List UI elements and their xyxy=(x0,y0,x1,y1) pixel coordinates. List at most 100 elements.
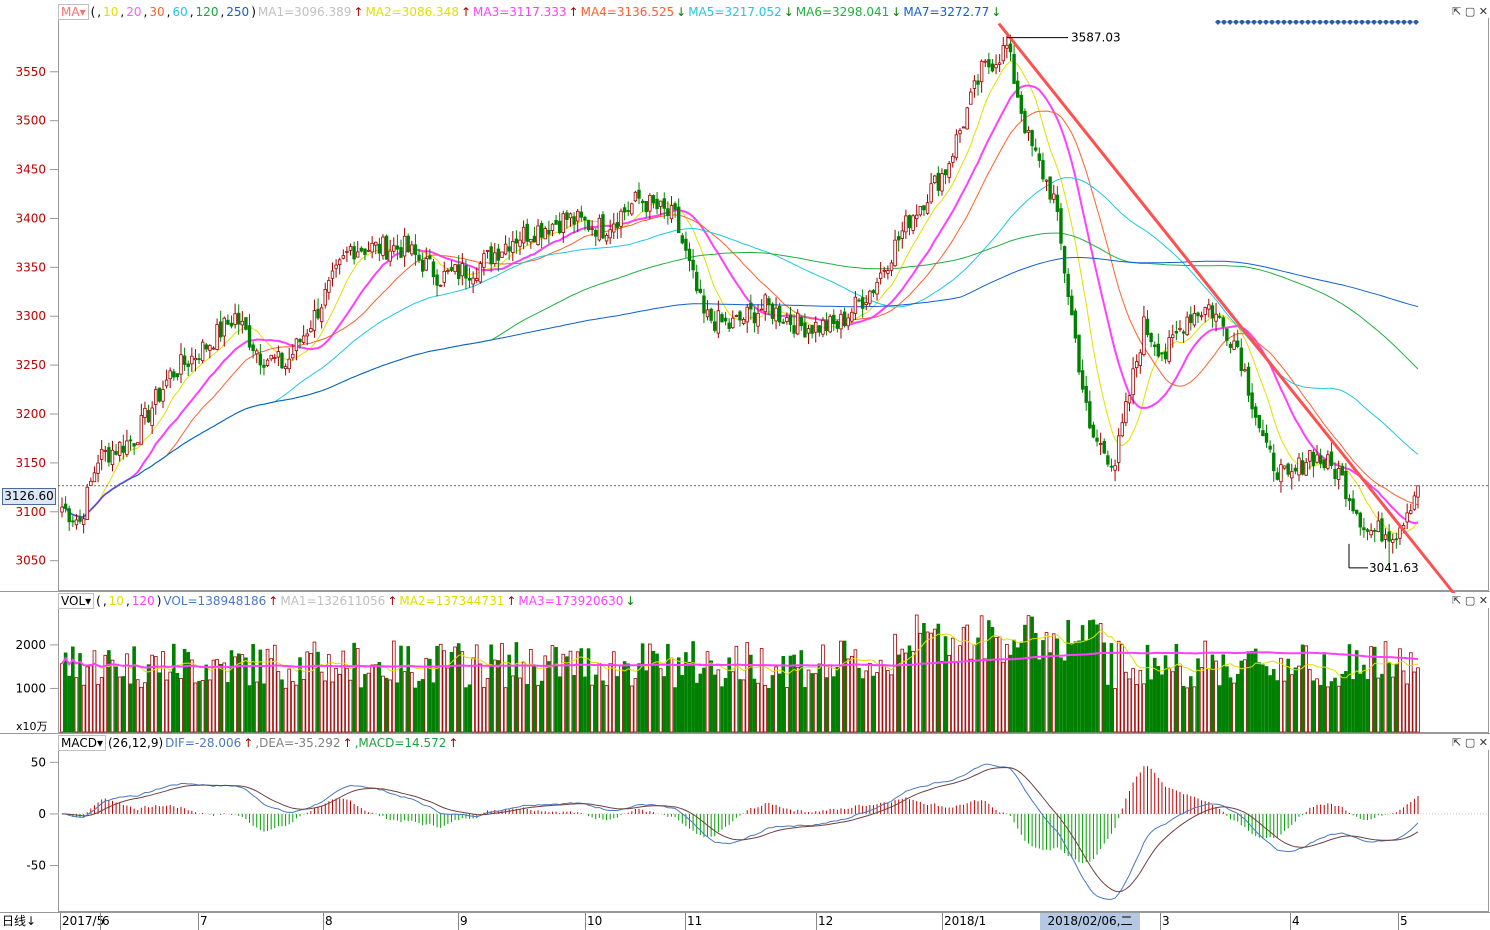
volume-bar xyxy=(233,656,237,733)
volume-bar xyxy=(1048,652,1052,733)
volume-bar xyxy=(500,643,504,733)
volume-ma120-line xyxy=(61,651,1418,669)
volume-bar xyxy=(806,669,811,733)
ma-legend-item: ↓ xyxy=(891,5,902,19)
candle-body xyxy=(258,353,263,366)
candle-body xyxy=(1387,531,1391,542)
volume-bar xyxy=(821,644,825,733)
volume-bar xyxy=(738,679,742,733)
volume-bar xyxy=(381,675,385,733)
candle-body xyxy=(767,298,771,306)
ma250-line xyxy=(61,257,1419,518)
volume-indicator-legend[interactable]: VOL▾(, 10, 120) VOL=138948186 ↑ MA1=132611056… xyxy=(58,593,1488,609)
candle-body xyxy=(136,442,140,446)
candle-body xyxy=(1178,327,1182,330)
candle-body xyxy=(190,355,194,365)
volume-bar xyxy=(630,685,634,733)
candle-body xyxy=(824,320,829,331)
volume-bar xyxy=(1322,654,1327,733)
candle-body xyxy=(1308,450,1312,462)
volume-bar xyxy=(842,640,847,733)
volume-bar xyxy=(1416,667,1420,733)
volume-bar xyxy=(936,623,941,733)
macd-legend-item: ↑ xyxy=(448,736,459,750)
volume-bar xyxy=(1279,657,1283,733)
candle-body xyxy=(507,246,511,252)
main-indicator-legend[interactable]: MA▾(, 10, 20, 30, 60, 120, 250) MA1=3096.389 ↑ MA… xyxy=(58,4,1488,20)
candle-body xyxy=(103,449,107,452)
ma30-line xyxy=(61,110,1419,518)
candle-body xyxy=(449,267,454,271)
candle-body xyxy=(294,338,299,352)
volume-bar xyxy=(615,676,620,733)
volume-bar xyxy=(197,680,201,733)
candle-body xyxy=(118,441,122,456)
volume-bar xyxy=(1196,658,1200,733)
candle-body xyxy=(471,277,475,285)
vol-legend-item: 10 xyxy=(108,594,124,608)
volume-bar xyxy=(864,670,869,733)
candle-body xyxy=(482,253,486,268)
month-label: 7 xyxy=(200,914,208,928)
main-pane-window-buttons[interactable]: ⇱ ▢ ✕ xyxy=(1452,5,1488,18)
macd-pane-window-buttons[interactable]: ⇱ ▢ ✕ xyxy=(1452,736,1488,749)
volume-bar xyxy=(384,677,389,733)
period-button[interactable]: 日线↓ xyxy=(2,914,36,929)
volume-bar xyxy=(399,645,403,733)
candle-body xyxy=(951,155,955,163)
volume-unit-label: x10万 xyxy=(16,720,48,733)
volume-tick-label: 2000 xyxy=(15,638,46,652)
candle-body xyxy=(168,370,172,380)
price-tick-label: 3400 xyxy=(15,211,46,225)
candle-body xyxy=(301,335,306,343)
macd-indicator-legend[interactable]: MACD▾ (26,12,9) DIF=-28.006 ↑ ,DEA=-35.292 ↑,… xyxy=(58,735,1488,751)
month-label: 10 xyxy=(587,914,603,928)
month-tick xyxy=(323,913,324,930)
candle-body xyxy=(1405,512,1409,523)
candle-body xyxy=(648,194,652,212)
candle-body xyxy=(1189,314,1193,324)
volume-bar xyxy=(60,663,64,733)
volume-bar xyxy=(950,637,955,733)
volume-bar xyxy=(943,636,948,733)
volume-bar xyxy=(1383,641,1388,733)
candle-body xyxy=(226,319,230,325)
candle-body xyxy=(850,311,854,322)
volume-bar xyxy=(1109,643,1114,733)
candle-body xyxy=(1347,498,1352,502)
event-marker-icon xyxy=(1287,19,1293,25)
volume-bar xyxy=(103,654,108,733)
candle-body xyxy=(337,259,342,266)
candle-body xyxy=(496,248,501,261)
candle-body xyxy=(384,235,389,260)
volume-pane-window-buttons[interactable]: ⇱ ▢ ✕ xyxy=(1452,594,1488,607)
volume-bar xyxy=(135,679,140,733)
candle-body xyxy=(1235,340,1240,347)
volume-bar xyxy=(521,661,526,733)
candle-body xyxy=(853,296,858,314)
candle-body xyxy=(900,230,904,239)
candle-body xyxy=(143,407,147,418)
macd-legend-item[interactable]: MACD▾ xyxy=(58,735,106,751)
volume-bar xyxy=(215,659,219,733)
candle-body xyxy=(1311,451,1316,467)
volume-bar xyxy=(1026,615,1031,733)
event-marker-icon xyxy=(1383,19,1389,25)
event-marker-icon xyxy=(1281,19,1287,25)
volume-bar xyxy=(1336,685,1341,733)
candle-body xyxy=(233,313,237,325)
vol-legend-item[interactable]: VOL▾ xyxy=(58,593,95,609)
volume-bar xyxy=(485,678,490,733)
candle-body xyxy=(356,251,360,258)
ma-legend-item[interactable]: MA▾ xyxy=(58,4,89,20)
cursor-date-label: 2018/02/06,二 xyxy=(1040,913,1140,930)
candle-body xyxy=(987,59,991,68)
ma-legend-item: MA1=3096.389 xyxy=(257,5,352,19)
ma-legend-item: 30 xyxy=(149,5,165,19)
candle-body xyxy=(961,126,966,129)
candle-body xyxy=(96,462,100,474)
volume-bar xyxy=(272,644,277,733)
volume-bar xyxy=(218,664,223,733)
volume-bar xyxy=(139,686,144,733)
